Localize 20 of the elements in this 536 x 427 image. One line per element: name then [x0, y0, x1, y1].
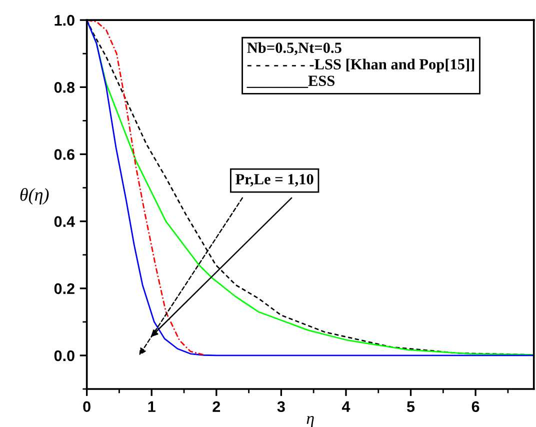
- x-tick-label: 5: [406, 401, 415, 412]
- y-axis-title: θ(η): [20, 188, 49, 205]
- x-tick-label: 2: [212, 401, 220, 412]
- line-series: [86, 20, 204, 356]
- x-tick-label: 6: [472, 401, 480, 412]
- y-tick-label: 0.4: [54, 216, 75, 227]
- x-tick-label: 3: [277, 401, 285, 412]
- x-axis-title: η: [306, 416, 314, 427]
- annotation: ________ESS: [246, 76, 335, 88]
- y-tick-label: 0.8: [54, 82, 75, 93]
- annotation: Nb=0.5,Nt=0.5: [247, 42, 342, 56]
- x-tick-label: 0: [83, 401, 90, 412]
- y-tick-label: 0.2: [54, 283, 74, 294]
- x-tick-label: 1: [148, 401, 156, 412]
- annotation: - - - - - - - -LSS [Khan and Pop[15]]: [247, 58, 474, 73]
- y-tick-label: 1.0: [54, 14, 74, 26]
- y-tick-label: 0.0: [54, 350, 74, 362]
- y-tick-label: 0.6: [54, 149, 74, 160]
- annotation: Pr,Le = 1,10: [236, 174, 314, 187]
- x-tick-label: 4: [342, 401, 350, 412]
